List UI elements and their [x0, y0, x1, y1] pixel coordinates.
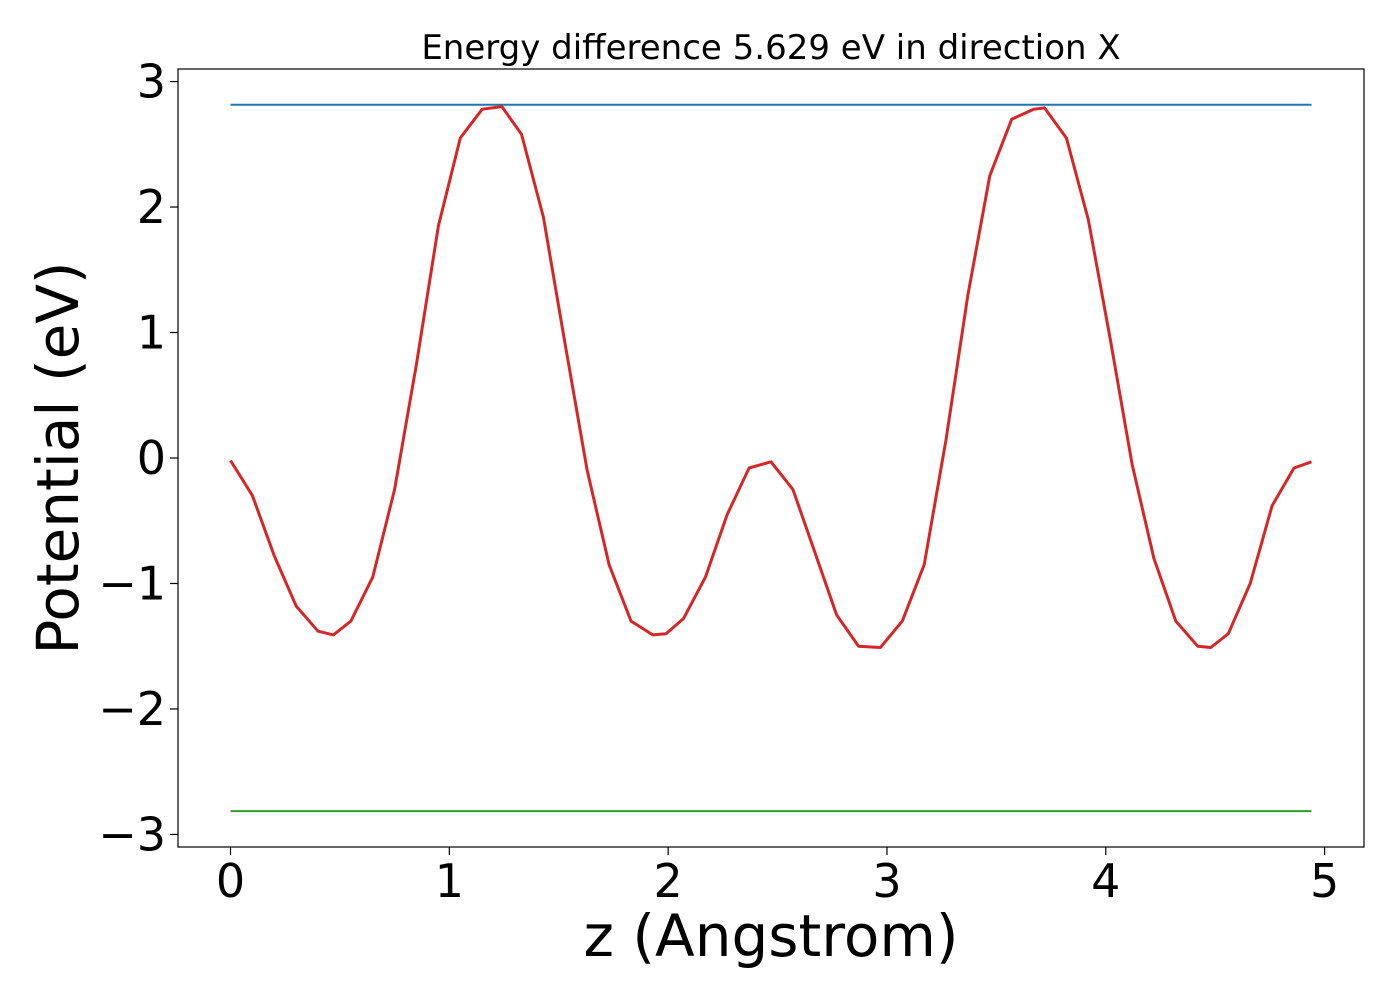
x-tick-label: 5 [1310, 854, 1339, 908]
x-tick-label: 2 [654, 854, 683, 908]
y-axis: −3 −2 −1 0 1 2 3 [98, 55, 178, 861]
y-tick-label: 3 [137, 55, 166, 109]
chart-title: Energy difference 5.629 eV in direction … [421, 28, 1120, 68]
y-tick-label: 1 [137, 306, 166, 360]
x-tick-label: 0 [216, 854, 245, 908]
y-tick-label: −1 [98, 556, 166, 610]
plot-frame [177, 68, 1365, 848]
y-tick-label: 2 [137, 180, 166, 234]
y-tick-label: −2 [98, 682, 166, 736]
series-line-2 [229, 105, 1313, 649]
x-tick-label: 3 [872, 854, 901, 908]
y-tick-label: 0 [137, 431, 166, 485]
y-tick-label: −3 [98, 807, 166, 861]
x-tick-label: 1 [435, 854, 464, 908]
x-axis-label: z (Angstrom) [584, 902, 959, 970]
series-layer [229, 103, 1313, 813]
x-axis: 0 1 2 3 4 5 [216, 847, 1339, 908]
x-tick-label: 4 [1091, 854, 1120, 908]
plot-area [177, 68, 1365, 848]
y-axis-label: Potential (eV) [24, 261, 92, 654]
